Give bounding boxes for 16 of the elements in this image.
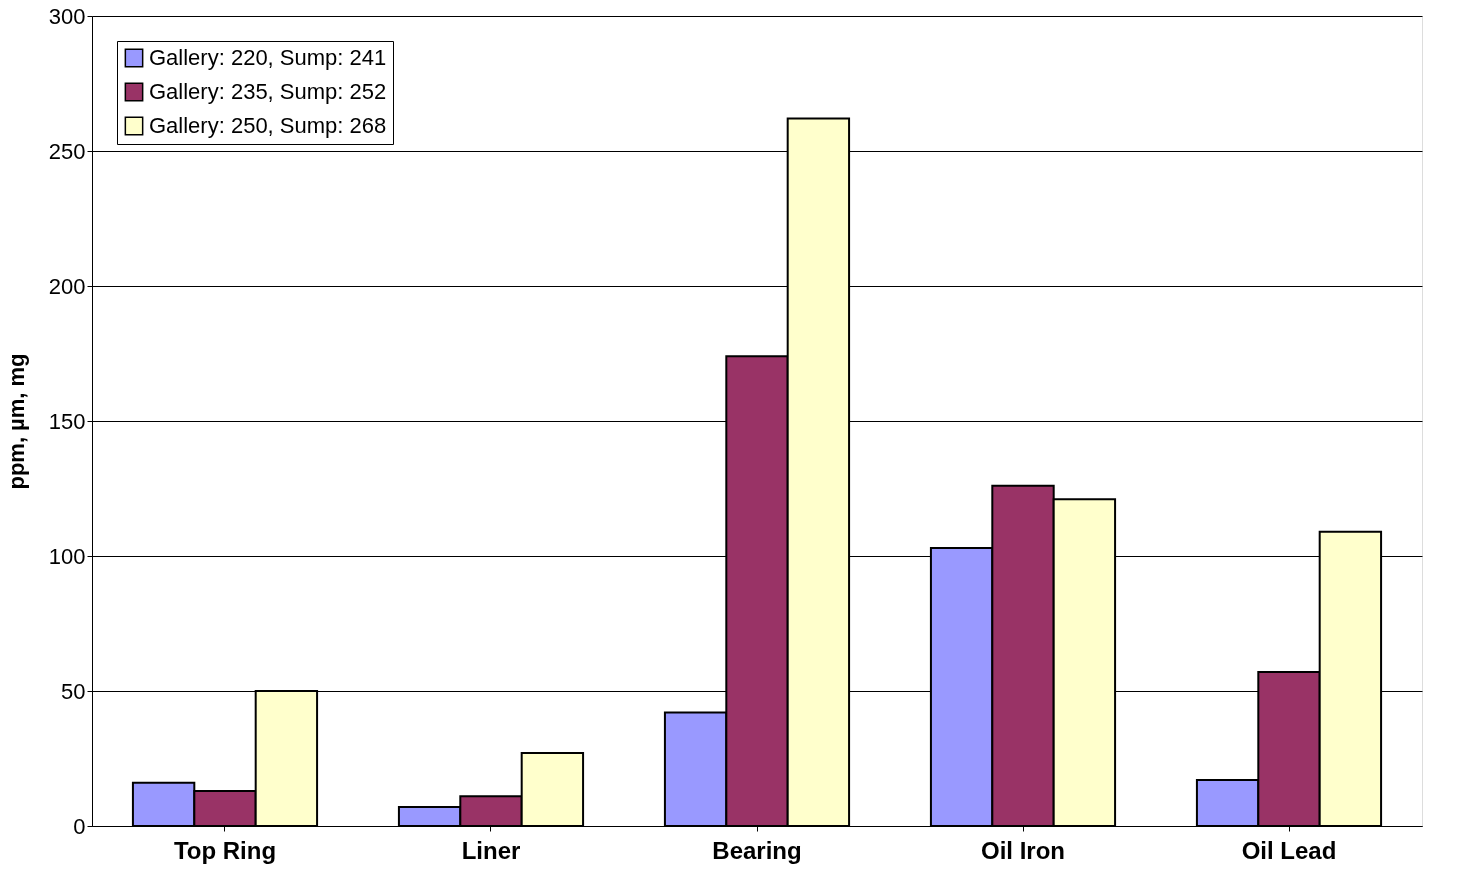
y-axis-title: ppm, µm, mg xyxy=(3,353,29,490)
x-tick-label: Liner xyxy=(461,836,521,864)
x-tick-label: Top Ring xyxy=(173,836,277,864)
y-tick-label: 200 xyxy=(48,273,86,299)
y-tick-label: 50 xyxy=(61,678,86,704)
legend-label: Gallery: 250, Sump: 268 xyxy=(149,113,387,138)
x-tick-label: Bearing xyxy=(712,836,802,864)
y-tick-label: 150 xyxy=(48,408,86,434)
y-tick-label: 100 xyxy=(48,543,86,569)
legend-label: Gallery: 235, Sump: 252 xyxy=(149,79,387,104)
legend-label: Gallery: 220, Sump: 241 xyxy=(149,45,387,70)
y-tick-label: 250 xyxy=(48,138,86,164)
y-tick-label: 0 xyxy=(73,813,86,839)
y-tick-label: 300 xyxy=(48,3,86,29)
x-tick-label: Oil Iron xyxy=(981,836,1065,864)
x-tick-label: Oil Lead xyxy=(1241,836,1337,864)
